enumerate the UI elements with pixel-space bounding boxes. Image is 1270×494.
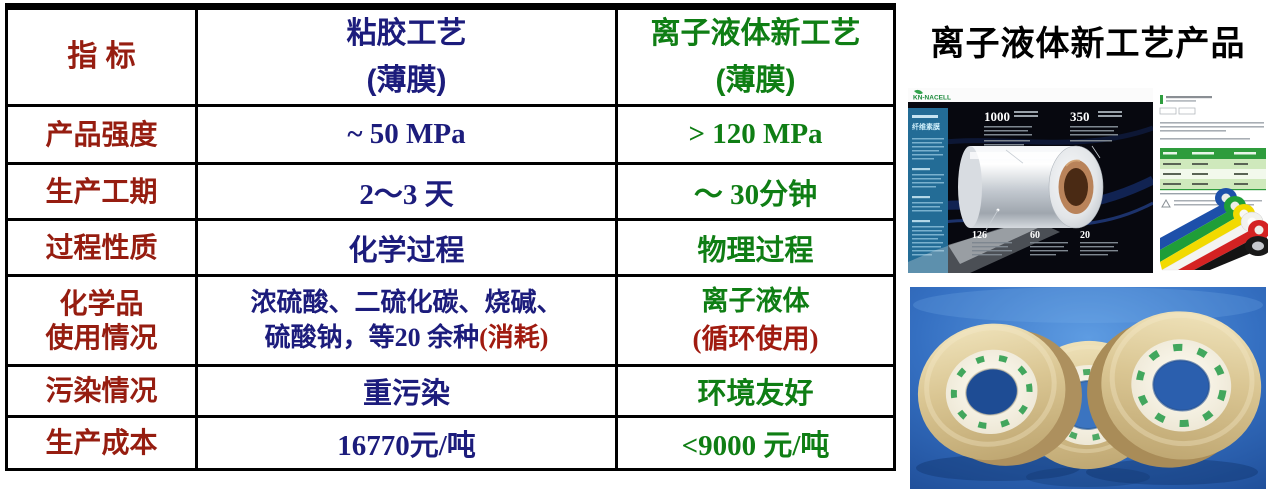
- new-process-value: 物理过程: [615, 218, 896, 277]
- callout-value: 350: [1070, 109, 1090, 124]
- header-old-line1: 粘胶工艺: [346, 17, 467, 50]
- callout-value: 20: [1080, 230, 1090, 241]
- row-label: 过程性质: [5, 218, 198, 277]
- brand-leaf-icon: [914, 89, 923, 95]
- tape-roll-left: [917, 323, 1082, 466]
- chemicals-line1: 浓硫酸、二硫化碳、烧碱、: [250, 288, 563, 318]
- roll-shadow: [916, 455, 1080, 481]
- row-label: 生产成本: [5, 415, 198, 471]
- row-label: 化学品 使用情况: [5, 274, 198, 367]
- new-process-value: 离子液体 (循环使用): [615, 274, 896, 367]
- tape-roll-right: [1087, 311, 1262, 468]
- row-label: 污染情况: [5, 364, 198, 418]
- sidebar-text-lines: [912, 138, 944, 256]
- table-row-strength: 产品强度 ~ 50 MPa > 120 MPa: [5, 104, 896, 165]
- brochure-sidebar-title: 纤维素膜: [912, 122, 940, 131]
- brand-logo-text: KN-NACELL: [913, 95, 951, 102]
- header-new-line1: 离子液体新工艺: [650, 17, 861, 50]
- tape-rolls-photo: [910, 287, 1266, 489]
- core-logo-print: [1135, 343, 1227, 428]
- table-row-cost: 生产成本 16770元/吨 <9000 元/吨: [5, 415, 896, 471]
- old-process-value: ~ 50 MPa: [195, 104, 618, 165]
- old-process-value: 化学过程: [195, 218, 618, 277]
- table-row-chemicals: 化学品 使用情况 浓硫酸、二硫化碳、烧碱、 硫酸钠，等20 余种(消耗) 离子液…: [5, 274, 896, 367]
- header-new-line2: (薄膜): [715, 64, 796, 97]
- callout-value: 126: [972, 230, 987, 241]
- row-label: 生产工期: [5, 162, 198, 221]
- roll-shadow: [1086, 459, 1258, 485]
- ionic-liquid-text: 离子液体: [701, 285, 810, 316]
- callout-value: 60: [1030, 230, 1040, 241]
- right-section-title: 离子液体新工艺产品: [930, 25, 1246, 63]
- callout-value: 1000: [984, 109, 1010, 124]
- header-old-process: 粘胶工艺 (薄膜): [195, 3, 618, 107]
- roll-shadow: [1026, 467, 1150, 487]
- row-label: 产品强度: [5, 104, 198, 165]
- chemicals-line2: 硫酸钠，等20 余种: [264, 322, 480, 352]
- old-process-value: 16770元/吨: [195, 415, 618, 471]
- panel-paragraph-lines: [1160, 122, 1264, 140]
- old-process-value: 重污染: [195, 364, 618, 418]
- brochure-header-strip: [908, 88, 1153, 102]
- table-row-production-time: 生产工期 2～3 天 ～ 30分钟: [5, 162, 896, 221]
- row-label-line2: 使用情况: [45, 321, 158, 353]
- row-label-line1: 化学品: [59, 288, 144, 320]
- panel-title-bar: [1160, 95, 1163, 104]
- product-brochure-image: KN-NACELL 纤维素膜: [908, 88, 1268, 273]
- process-comparison-table: 指 标 粘胶工艺 (薄膜) 离子液体新工艺 (薄膜) 产品强度 ~ 50 MPa…: [5, 3, 896, 471]
- table-row-pollution: 污染情况 重污染 环境友好: [5, 364, 896, 418]
- chemicals-consumed-note: (消耗): [479, 322, 549, 352]
- new-process-value: > 120 MPa: [615, 104, 896, 165]
- old-process-value: 2～3 天: [195, 162, 618, 221]
- film-roll: [958, 145, 1104, 229]
- header-old-line2: (薄膜): [366, 64, 447, 97]
- panel-spec-table: [1160, 148, 1266, 195]
- roll-core-hole: [1064, 168, 1088, 206]
- recycled-note: (循环使用): [692, 323, 819, 354]
- header-indicator: 指 标: [5, 3, 198, 107]
- old-process-value: 浓硫酸、二硫化碳、烧碱、 硫酸钠，等20 余种(消耗): [195, 274, 618, 367]
- spec-callouts: 1000 350 126 60: [972, 109, 1122, 256]
- table-row-process-nature: 过程性质 化学过程 物理过程: [5, 218, 896, 277]
- new-process-value: 环境友好: [615, 364, 896, 418]
- colored-tapes-graphic: [1160, 188, 1268, 271]
- brochure-photo: KN-NACELL 纤维素膜: [908, 88, 1153, 273]
- new-process-value: <9000 元/吨: [615, 415, 896, 471]
- brochure-data-panel: [1158, 88, 1268, 273]
- brochure-sidebar: [908, 108, 948, 273]
- table-header-row: 指 标 粘胶工艺 (薄膜) 离子液体新工艺 (薄膜): [5, 3, 896, 107]
- new-process-value: ～ 30分钟: [615, 162, 896, 221]
- header-new-process: 离子液体新工艺 (薄膜): [615, 3, 896, 107]
